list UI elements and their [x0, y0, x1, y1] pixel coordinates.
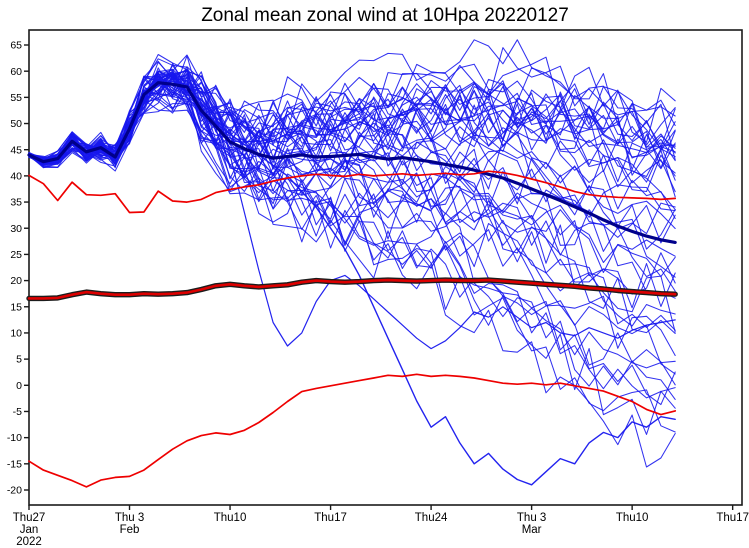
ensemble-member-line [28, 94, 676, 250]
y-axis-label: 55 [10, 92, 22, 104]
y-axis-label: -5 [13, 406, 22, 418]
x-axis-label: Thu24 [415, 512, 448, 524]
y-axis-label: 45 [10, 144, 22, 156]
x-axis-label: Mar [522, 524, 542, 536]
x-axis-label: Thu 3 [517, 512, 546, 524]
y-axis-label: 60 [10, 66, 22, 78]
y-axis-label: 0 [16, 380, 22, 392]
x-axis-label: Thu17 [314, 512, 347, 524]
y-axis-label: 15 [10, 301, 22, 313]
climatology-mean-line [27, 278, 677, 300]
y-axis-label: -20 [7, 485, 22, 497]
x-axis-label: 2022 [16, 536, 42, 548]
y-axis-label: 50 [10, 118, 22, 130]
ensemble-member-line [28, 73, 676, 386]
y-axis-label: -15 [7, 458, 22, 470]
x-axis-label: Thu10 [616, 512, 649, 524]
y-axis-label: -10 [7, 432, 22, 444]
x-axis-label: Feb [120, 524, 140, 536]
x-axis-label: Thu 3 [115, 512, 144, 524]
x-axis-label: Thu10 [214, 512, 247, 524]
y-axis-label: 30 [10, 223, 22, 235]
climatology-lower-line [28, 373, 677, 488]
y-axis-label: 5 [16, 354, 22, 366]
y-axis-label: 35 [10, 197, 22, 209]
axes: -20 -15 -10 -5 0 5 10 15 20 25 30 35 40 45 50 55 60 65 Thu… [7, 29, 749, 548]
y-axis-label: 20 [10, 275, 22, 287]
plot-frame [28, 29, 743, 506]
ensemble-member-line [28, 53, 676, 162]
y-axis-label: 40 [10, 170, 22, 182]
x-axis-label: Jan [20, 524, 39, 536]
ensemble-member-line [28, 72, 676, 292]
x-axis-label: Thu17 [716, 512, 749, 524]
ensemble-mean-line [27, 81, 677, 244]
chart-title: Zonal mean zonal wind at 10Hpa 20220127 [201, 5, 569, 26]
y-axis-label: 65 [10, 40, 22, 52]
climatology-upper-line [28, 170, 677, 214]
x-axis-label: Thu27 [13, 512, 46, 524]
y-axis-label: 25 [10, 249, 22, 261]
ensemble-member-line [28, 73, 676, 274]
y-axis-label: 10 [10, 328, 22, 340]
plot-lines [26, 39, 678, 488]
